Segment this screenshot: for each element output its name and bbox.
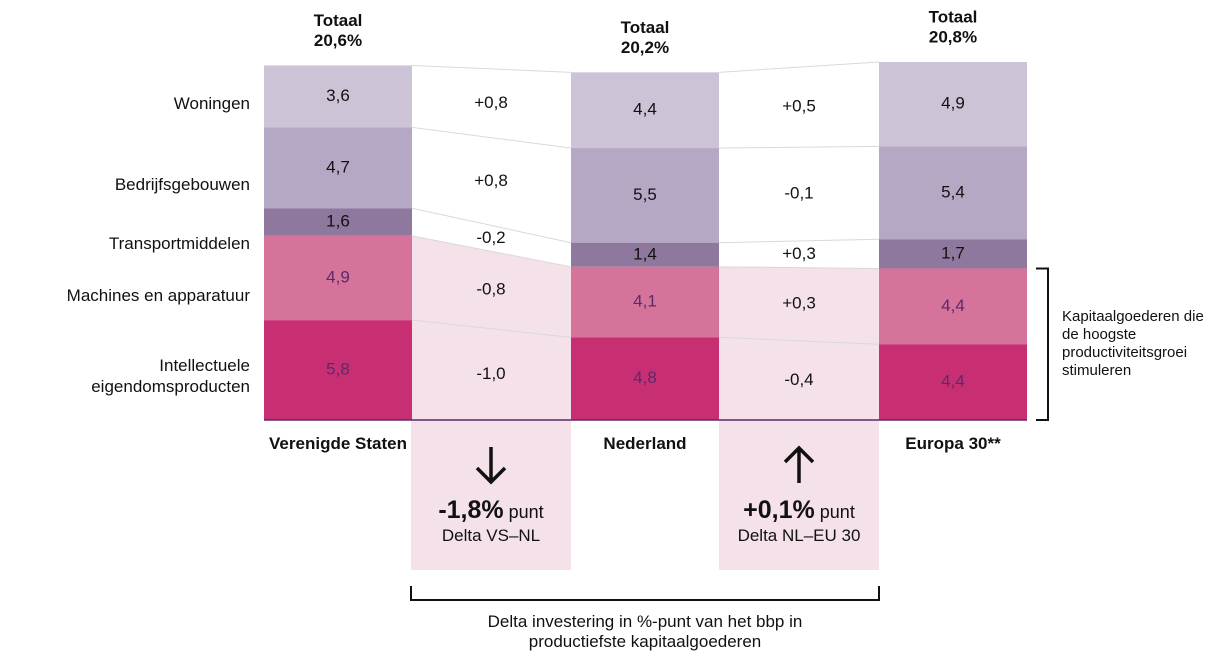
delta-label: -0,4 <box>784 370 813 389</box>
bracket <box>410 586 880 601</box>
bar-segment <box>264 320 412 420</box>
value-label: 1,7 <box>941 243 965 262</box>
value-label: 4,9 <box>326 267 350 286</box>
delta-unit: punt <box>508 502 544 522</box>
delta-name: Delta NL–EU 30 <box>737 526 861 545</box>
total-label: 20,2% <box>621 38 669 57</box>
bar-segment <box>571 242 719 267</box>
bracket <box>1036 267 1049 421</box>
category-label: Intellectuele eigendomsproducten <box>91 356 250 396</box>
delta-label: -0,1 <box>784 184 813 203</box>
value-label: 5,4 <box>941 182 965 201</box>
delta-label: -1,0 <box>476 364 505 383</box>
bar-segment <box>264 235 412 321</box>
value-label: 5,8 <box>326 360 350 379</box>
value-label: 4,9 <box>941 94 965 113</box>
bar-segment <box>879 239 1027 269</box>
delta-total-value: -1,8% <box>438 496 504 524</box>
connector <box>411 207 572 244</box>
connector <box>411 126 572 149</box>
value-label: 4,4 <box>941 372 965 391</box>
delta-label: -0,8 <box>476 280 505 299</box>
total-label: 20,8% <box>929 27 977 46</box>
caption: Delta investering in %-punt van het bbp … <box>487 612 803 652</box>
delta-total-value: +0,1% <box>743 496 815 524</box>
total-title: Totaal <box>621 18 670 37</box>
delta-label: +0,3 <box>782 244 816 263</box>
bar-segment <box>571 72 719 149</box>
bar-segment <box>571 337 719 420</box>
value-label: 1,6 <box>326 212 350 231</box>
delta-total: -1,8% punt <box>411 495 571 525</box>
connector <box>718 145 880 149</box>
connector <box>411 235 572 268</box>
bar-segment <box>879 146 1027 240</box>
value-label: 4,4 <box>633 100 657 119</box>
delta-box <box>411 420 571 570</box>
delta-total: +0,1% punt <box>719 495 879 525</box>
delta-label: +0,8 <box>474 93 508 112</box>
delta-unit: punt <box>819 502 855 522</box>
total-title: Totaal <box>314 11 363 30</box>
bar-segment <box>571 266 719 338</box>
value-label: 3,6 <box>326 86 350 105</box>
value-label: 1,4 <box>633 244 657 263</box>
connector <box>718 336 880 345</box>
bar-segment <box>264 65 412 128</box>
delta-label: -0,2 <box>476 228 505 247</box>
value-label: 4,1 <box>633 292 657 311</box>
bar-segment <box>264 127 412 209</box>
category-label: Machines en apparatuur <box>66 285 250 305</box>
delta-box <box>719 420 879 570</box>
bar-segment <box>571 148 719 243</box>
connector <box>411 319 572 338</box>
bracket-label: Kapitaalgoederen die de hoogste producti… <box>1062 308 1204 380</box>
value-label: 4,8 <box>633 368 657 387</box>
highlight-area <box>719 266 879 420</box>
column-label: Nederland <box>603 434 687 453</box>
column-label: Verenigde Staten <box>269 434 407 453</box>
category-label: Bedrijfsgebouwen <box>114 175 250 195</box>
column-label: Europa 30** <box>905 434 1001 453</box>
value-label: 5,5 <box>633 185 657 204</box>
highlight-area <box>412 235 571 420</box>
category-label: Transportmiddelen <box>108 233 250 253</box>
value-label: 4,4 <box>941 296 965 315</box>
value-label: 4,7 <box>326 157 350 176</box>
connector <box>718 266 880 270</box>
connector <box>411 64 572 73</box>
bar-segment <box>879 344 1027 420</box>
delta-arrow <box>783 445 815 483</box>
bar-segment <box>264 208 412 236</box>
bar-segment <box>879 62 1027 147</box>
total-title: Totaal <box>929 7 978 26</box>
delta-arrow <box>475 447 507 485</box>
category-label: Woningen <box>173 93 250 113</box>
delta-label: +0,8 <box>474 171 508 190</box>
delta-label: +0,5 <box>782 97 816 116</box>
delta-label: +0,3 <box>782 294 816 313</box>
delta-name: Delta VS–NL <box>441 526 541 545</box>
total-label: 20,6% <box>314 31 362 50</box>
connector <box>718 61 880 73</box>
bar-segment <box>879 268 1027 345</box>
connector <box>718 238 880 244</box>
